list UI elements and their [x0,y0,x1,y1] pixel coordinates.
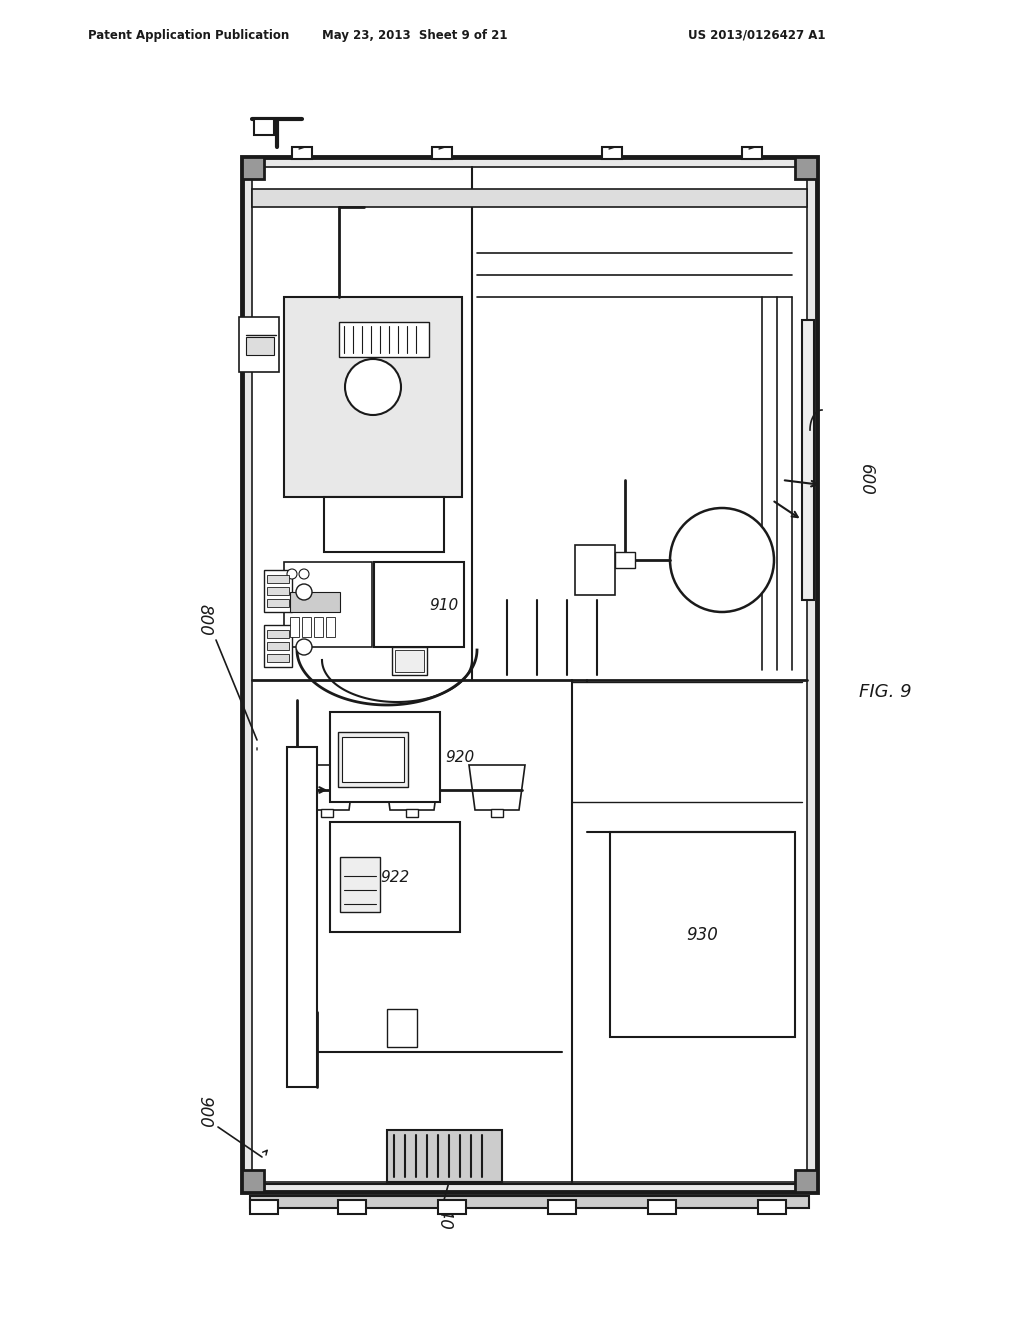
Bar [387,1008,417,1047]
Text: 800: 800 [195,605,213,636]
Bar [338,733,408,787]
Text: 922: 922 [380,870,410,884]
Bar [387,1130,502,1181]
Bar [239,317,279,372]
Text: 922: 922 [397,788,427,803]
Text: 940: 940 [435,1199,453,1230]
Bar [242,1170,264,1192]
Bar [302,616,311,638]
Text: 930: 930 [686,927,718,944]
Bar [242,157,264,180]
Text: 900: 900 [195,1096,213,1127]
Bar [602,147,622,158]
Bar [250,1200,278,1214]
Bar [795,157,817,180]
Bar [287,747,317,1086]
Text: May 23, 2013  Sheet 9 of 21: May 23, 2013 Sheet 9 of 21 [323,29,508,41]
Bar [314,616,323,638]
Bar [267,642,289,649]
Bar [548,1200,575,1214]
Bar [758,1200,786,1214]
Text: 910: 910 [430,598,459,612]
Bar [267,599,289,607]
Polygon shape [299,766,355,810]
Bar [264,570,292,612]
Bar [252,168,807,1181]
Bar [242,157,817,1192]
Bar [284,297,462,498]
Bar [648,1200,676,1214]
Text: 600: 600 [857,465,874,496]
Circle shape [670,508,774,612]
Bar [395,649,424,672]
Text: US 2013/0126427 A1: US 2013/0126427 A1 [688,29,825,41]
Bar [292,147,312,158]
Bar [267,653,289,663]
Bar [290,591,340,612]
Bar [330,822,460,932]
Polygon shape [384,766,440,810]
Circle shape [345,359,401,414]
Bar [264,624,292,667]
Bar [802,319,814,601]
Bar [330,711,440,803]
Bar [252,189,807,207]
Bar [254,119,274,135]
Bar [490,809,503,817]
Bar [374,562,464,647]
Bar [575,545,615,595]
Bar [406,809,418,817]
Bar [339,322,429,356]
Bar [795,1170,817,1192]
Bar [742,147,762,158]
Bar [284,562,372,647]
Bar [342,737,404,781]
Bar [615,552,635,568]
Text: Patent Application Publication: Patent Application Publication [88,29,289,41]
Polygon shape [469,766,525,810]
Bar [267,630,289,638]
Bar [438,1200,466,1214]
Text: FIG. 9: FIG. 9 [859,682,911,701]
Text: 920: 920 [445,750,474,764]
Bar [267,587,289,595]
Circle shape [296,639,312,655]
Circle shape [296,583,312,601]
Bar [338,1200,366,1214]
Bar [250,1196,809,1208]
Bar [321,809,333,817]
Bar [392,647,427,675]
Bar [290,616,299,638]
Bar [340,857,380,912]
Circle shape [287,569,297,579]
Circle shape [299,569,309,579]
Bar [610,832,795,1038]
Bar [326,616,335,638]
Bar [246,337,274,355]
Bar [432,147,452,158]
Bar [324,498,444,552]
Bar [267,576,289,583]
